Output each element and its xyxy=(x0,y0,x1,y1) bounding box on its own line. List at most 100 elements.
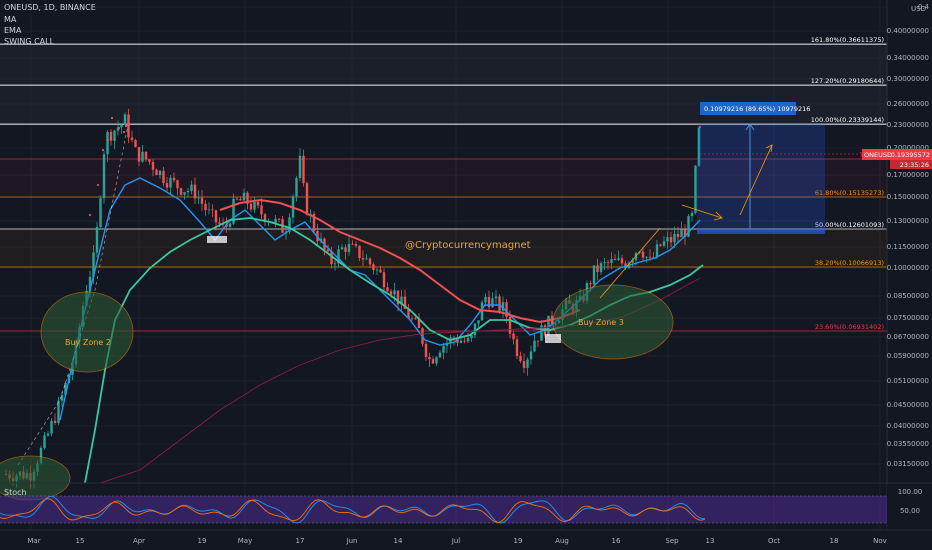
candle xyxy=(130,130,134,142)
candle xyxy=(95,221,99,257)
candle-body xyxy=(606,262,610,264)
stoch-tick-100: 100.00 xyxy=(898,488,923,496)
candle xyxy=(277,217,281,223)
stoch-label[interactable]: Stoch xyxy=(4,488,27,497)
candle xyxy=(155,168,158,176)
candle-body xyxy=(158,170,162,176)
time-tick: Jul xyxy=(451,537,461,545)
price-tick: 0.06700000 xyxy=(887,333,929,341)
measure-label-bg xyxy=(700,102,796,115)
candle xyxy=(382,268,386,292)
price-tick: 0.15000000 xyxy=(887,193,929,201)
candle xyxy=(172,172,176,183)
candle xyxy=(610,252,613,270)
candle xyxy=(260,198,263,220)
candle-body xyxy=(319,238,323,242)
candle xyxy=(529,345,533,365)
candle-body xyxy=(340,247,344,250)
indicator-ma-label[interactable]: MA xyxy=(4,15,17,24)
candle-body xyxy=(95,226,99,253)
candle-body xyxy=(424,343,428,358)
candle xyxy=(386,282,389,293)
candle xyxy=(694,164,697,215)
candle-body xyxy=(312,213,316,231)
measure-arrowhead xyxy=(745,123,755,131)
candle-body xyxy=(547,315,550,336)
candle-body xyxy=(599,263,603,273)
candle-body xyxy=(666,237,669,242)
current-price-value: 0.19395572 xyxy=(891,151,930,159)
candle-body xyxy=(603,262,606,264)
candle-body xyxy=(256,201,260,206)
candle-body xyxy=(50,420,53,434)
fib-level-label: 61.80%(0.15135273) xyxy=(815,189,884,197)
candle xyxy=(354,241,358,248)
projection-arrow xyxy=(739,144,773,216)
candle xyxy=(347,236,351,256)
countdown-text: 23:35:26 xyxy=(900,161,929,169)
time-tick: 17 xyxy=(296,537,305,545)
candle-body xyxy=(480,302,484,321)
candle xyxy=(190,180,193,195)
fib-level-edge xyxy=(0,85,887,86)
candle xyxy=(669,231,673,247)
time-tick: Jun xyxy=(346,537,358,545)
candle xyxy=(141,145,144,163)
candle-body xyxy=(337,249,340,264)
candle xyxy=(344,244,347,260)
time-tick: 13 xyxy=(706,537,715,545)
fib-level-edge xyxy=(0,44,887,45)
candle-body xyxy=(529,351,533,360)
candle xyxy=(498,294,501,314)
candle-body xyxy=(386,287,389,292)
candle-body xyxy=(186,191,190,193)
candle-body xyxy=(333,263,337,265)
candle xyxy=(109,129,113,146)
candle-body xyxy=(57,400,60,423)
candle xyxy=(249,197,253,213)
candle xyxy=(596,258,599,281)
candle-body xyxy=(162,170,165,184)
candle xyxy=(603,257,606,270)
price-tick: 0.11500000 xyxy=(887,243,929,251)
candle-body xyxy=(295,178,298,197)
swing-dot xyxy=(96,183,100,187)
candle-body xyxy=(410,318,414,320)
candle-body xyxy=(694,165,697,213)
candle-body xyxy=(438,352,442,358)
candle-body xyxy=(697,127,701,166)
currency-label: USD xyxy=(911,5,926,13)
time-tick: Mar xyxy=(27,537,40,545)
price-tick: 0.23000000 xyxy=(887,121,929,129)
candle xyxy=(312,211,316,234)
price-tick: 0.03150000 xyxy=(887,460,929,468)
candle xyxy=(200,190,204,212)
price-tick: 0.17000000 xyxy=(887,171,929,179)
candle xyxy=(211,204,214,218)
candle-body xyxy=(526,359,529,368)
candle-body xyxy=(470,335,473,339)
symbol-title: ONEUSD, 1D, BINANCE xyxy=(4,3,96,12)
indicator-ema-label[interactable]: EMA xyxy=(4,26,22,35)
candle xyxy=(358,245,361,261)
indicator-swing-call-label[interactable]: SWING CALL xyxy=(4,37,55,46)
candle-body xyxy=(466,338,470,342)
candle-body xyxy=(64,382,67,395)
candle xyxy=(207,202,211,215)
candle-body xyxy=(407,308,410,319)
candle-body xyxy=(487,296,491,308)
swing-dot xyxy=(88,213,92,217)
candle xyxy=(687,213,690,238)
candle-body xyxy=(302,155,305,184)
time-tick: 19 xyxy=(514,537,523,545)
candle-body xyxy=(207,209,211,211)
fib-level-label: 38.20%(0.10066913) xyxy=(815,259,884,267)
candle xyxy=(519,351,522,364)
buy-zone-2-label: Buy Zone 2 xyxy=(65,338,111,347)
price-tick: 0.30000000 xyxy=(887,75,929,83)
projection-arrowhead xyxy=(713,211,723,221)
price-tick: 0.03550000 xyxy=(887,440,929,448)
candle-body xyxy=(403,296,407,309)
candle-body xyxy=(235,198,239,200)
